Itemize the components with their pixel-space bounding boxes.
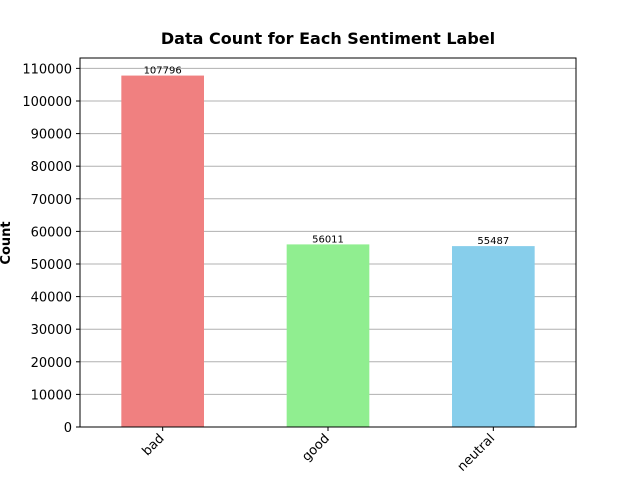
x-tick-label-bad: bad — [140, 431, 168, 459]
value-label-neutral: 55487 — [477, 236, 509, 247]
y-tick-label: 100000 — [22, 95, 72, 110]
y-tick-label: 70000 — [31, 193, 72, 208]
y-tick-label: 30000 — [31, 323, 72, 338]
value-labels: 107796 56011 55487 — [144, 66, 510, 248]
bar-bad — [121, 75, 204, 428]
bar-good — [286, 244, 370, 427]
y-tick-label: 40000 — [31, 291, 72, 306]
y-tick-label: 50000 — [31, 258, 72, 273]
y-tick-label: 10000 — [31, 388, 72, 403]
y-tick-label: 80000 — [31, 160, 72, 175]
y-axis-label: Count — [0, 221, 14, 264]
y-tick-label: 90000 — [31, 128, 72, 143]
y-tick-label: 60000 — [31, 225, 72, 240]
bars — [121, 75, 535, 428]
chart-title: Data Count for Each Sentiment Label — [161, 29, 495, 48]
y-tick-label: 0 — [64, 421, 72, 436]
value-label-bad: 107796 — [144, 66, 182, 77]
y-tick-label: 110000 — [22, 62, 72, 77]
x-axis: bad good neutral — [140, 427, 498, 475]
y-tick-label: 20000 — [31, 356, 72, 371]
x-tick-label-neutral: neutral — [455, 431, 498, 474]
x-tick-label-good: good — [299, 431, 333, 465]
y-axis: 0 10000 20000 30000 40000 50000 60000 70000 8000… — [22, 62, 80, 436]
bar-neutral — [452, 246, 535, 427]
value-label-good: 56011 — [312, 234, 344, 245]
